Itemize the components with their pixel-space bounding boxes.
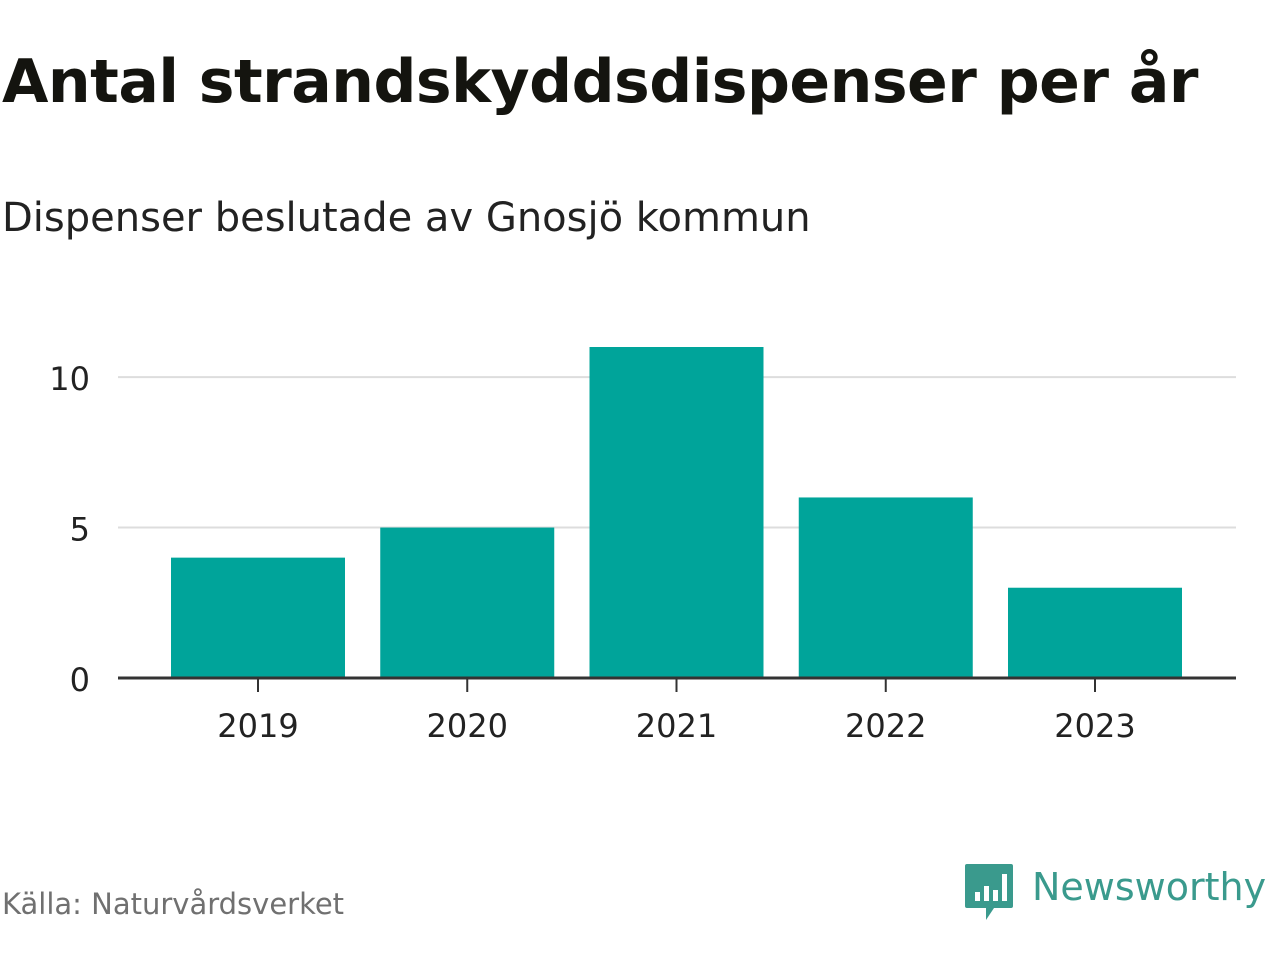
- x-tick-label-2021: 2021: [636, 707, 717, 745]
- x-tick-label-2023: 2023: [1054, 707, 1135, 745]
- bars: [171, 347, 1182, 678]
- y-tick-label: 0: [70, 661, 90, 699]
- brand-logo: Newsworthy: [964, 862, 1266, 926]
- bar-2022: [798, 497, 973, 678]
- y-tick-label: 5: [70, 511, 90, 549]
- chart-title: Antal strandskyddsdispenser per år: [2, 47, 1198, 117]
- bar-2023: [1008, 587, 1182, 678]
- axes: [118, 676, 1236, 692]
- bar-2019: [171, 557, 345, 678]
- x-tick-label-2020: 2020: [427, 707, 508, 745]
- y-tick-label: 10: [49, 360, 90, 398]
- x-tick-label-2022: 2022: [845, 707, 926, 745]
- newsworthy-logo-icon: [965, 864, 1013, 920]
- x-tick-label-2019: 2019: [217, 707, 298, 745]
- source-note: Källa: Naturvårdsverket: [2, 887, 345, 921]
- bar-2021: [589, 347, 764, 678]
- brand-name: Newsworthy: [1032, 865, 1267, 909]
- bar-2020: [380, 527, 555, 678]
- tick-labels: 0 5 10 2019 2020 2021 2022 2023: [49, 360, 1135, 745]
- chart-subtitle: Dispenser beslutade av Gnosjö kommun: [2, 195, 811, 241]
